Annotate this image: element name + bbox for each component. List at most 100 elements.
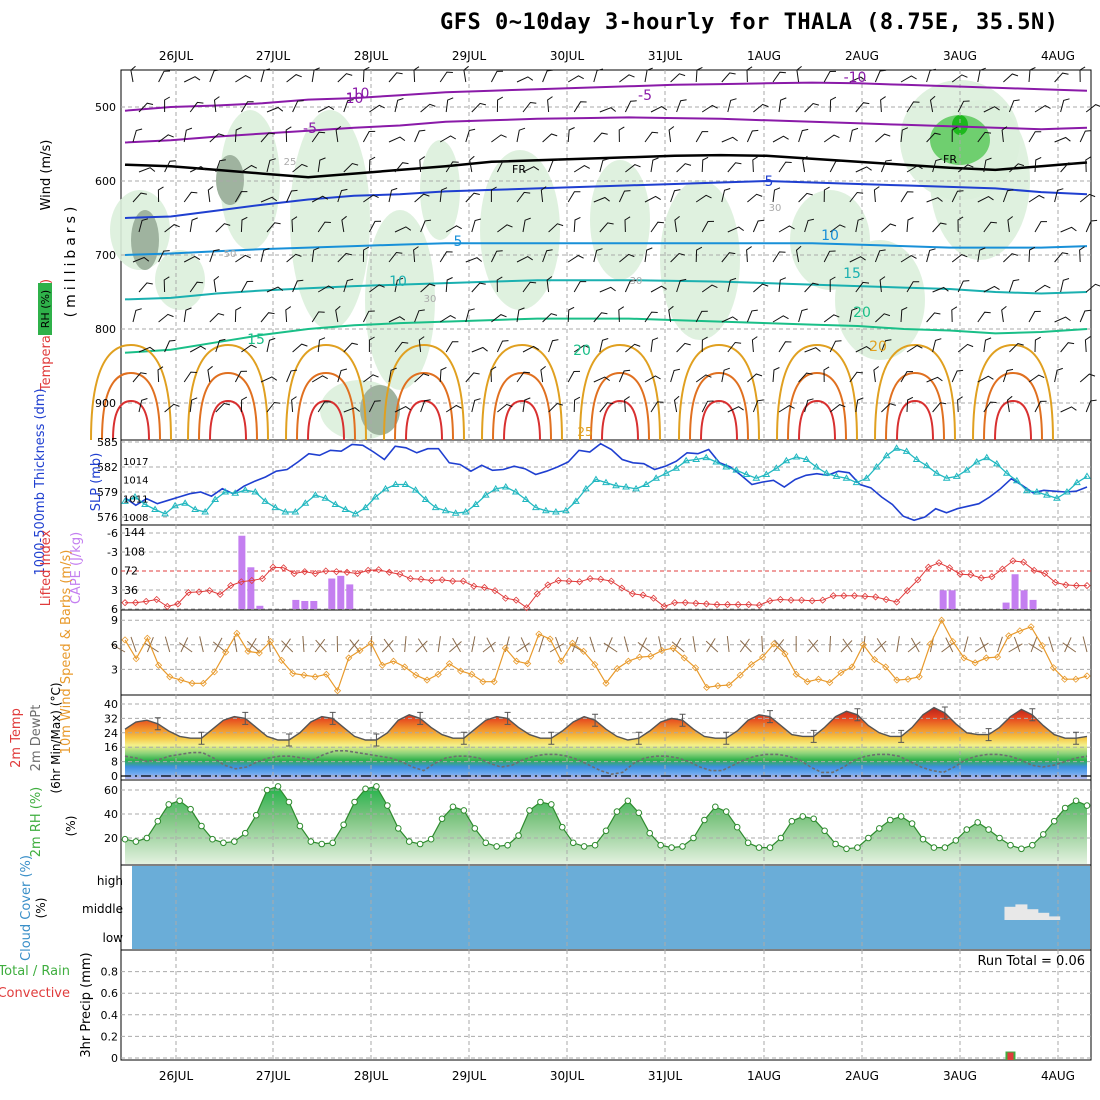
wind-barb (829, 404, 846, 413)
wind-barb (823, 314, 840, 323)
wind-barb (701, 220, 715, 233)
precip-ylabel: 3hr Precip (mm) (79, 952, 94, 1057)
wind-barb-10m (452, 637, 462, 653)
wind-barb (778, 225, 795, 233)
wind-barb-10m (1013, 636, 1021, 653)
wind-barb (439, 71, 453, 83)
wind-barb-10m (589, 636, 596, 653)
wind-barb (471, 282, 486, 293)
wind-barb (189, 101, 204, 113)
wind-barb (291, 396, 297, 413)
cape-bar (310, 600, 318, 609)
cape-bar (1029, 599, 1037, 609)
wind-barb (599, 107, 617, 113)
bottom-date-label: 26JUL (159, 1069, 194, 1083)
wind-speed-point (1038, 642, 1046, 650)
wind-barb (747, 193, 763, 203)
bottom-date-label: 28JUL (354, 1069, 389, 1083)
lifted-index-point (227, 582, 235, 590)
thickness-line (124, 442, 1088, 522)
slp-point (642, 480, 650, 487)
temp-tick-label: 16 (104, 741, 118, 754)
cape-bar (337, 575, 345, 609)
wind-barb (343, 342, 358, 353)
wind-barb (183, 127, 193, 143)
temp-minmax-bar (810, 729, 817, 743)
temp-minmax-bar (1073, 731, 1080, 745)
wind-barb (573, 396, 581, 413)
wind-barb (516, 256, 533, 263)
wind-barb (497, 224, 513, 233)
wind-barb (932, 222, 947, 233)
slp-point (772, 464, 781, 471)
wind-barb (1034, 156, 1042, 173)
lifted-index-point (808, 597, 816, 605)
lifted-index-point (248, 576, 256, 585)
wind-barb (567, 191, 581, 203)
wind-barb (439, 315, 456, 323)
lifted-index-point (121, 599, 129, 607)
wind-barb (977, 311, 991, 323)
wind-barb (388, 136, 406, 143)
wind-speed-point (893, 676, 901, 684)
wind-barb (1028, 374, 1045, 383)
slp-point (191, 505, 200, 512)
lifted-index-point (724, 601, 732, 609)
wind-barb (420, 283, 436, 293)
rh-point (810, 815, 818, 823)
wind-barb (439, 366, 447, 383)
slp-point (822, 469, 831, 476)
wind-barb (1009, 342, 1024, 353)
slp-point (842, 474, 851, 481)
wind-speed-point (1083, 672, 1091, 680)
wind-barb (695, 131, 709, 143)
wind-barb (522, 281, 537, 293)
wind-barb (343, 407, 361, 413)
wind-barb-10m (549, 643, 564, 653)
wind-speed-point (289, 669, 297, 678)
slp-point (612, 481, 620, 489)
temp-minmax-bar (854, 708, 861, 722)
cape-legend: CAPE (J/kg) (69, 532, 84, 604)
rh-point (394, 825, 402, 832)
wind-barb (362, 66, 370, 83)
wind-barb (445, 341, 459, 353)
wind-barb (491, 134, 507, 143)
lifted-index-point (872, 593, 880, 601)
slp-point (161, 509, 169, 517)
wind-barb (1001, 306, 1007, 323)
rh-area (125, 786, 1087, 864)
wind-barb (701, 336, 708, 353)
slp-point (722, 463, 731, 470)
slp-point (762, 470, 771, 477)
top-date-label: 29JUL (452, 49, 487, 63)
rh-point (788, 817, 796, 825)
isotherm-warm-arc (101, 371, 161, 441)
wind-barb (983, 337, 992, 353)
wind-barb (1034, 400, 1047, 413)
contour-label: 20 (853, 305, 871, 321)
wind-barb (317, 285, 335, 293)
isotherm-warm-arc (601, 399, 639, 441)
wind-barb (829, 340, 842, 353)
cape-bar (1011, 574, 1019, 609)
wind-barb (241, 164, 258, 173)
slp-point (181, 499, 190, 506)
wind-barb (932, 402, 947, 413)
lifted-index-point (755, 601, 763, 609)
wind-barb (164, 160, 176, 173)
wind-barb (752, 399, 764, 413)
wind-barb (727, 341, 742, 353)
wind-barb (932, 158, 942, 173)
rh-point (1061, 804, 1069, 812)
wind-barb (388, 367, 397, 383)
wind-barb (516, 191, 531, 203)
wind-barb (670, 252, 686, 263)
wind-barb (957, 100, 970, 113)
wind-barb-10m (482, 641, 496, 653)
slp-point (622, 483, 630, 490)
bottom-date-label: 31JUL (648, 1069, 683, 1083)
wind-barb (951, 254, 968, 263)
wind-barb (292, 343, 308, 353)
rh-point (668, 844, 675, 851)
